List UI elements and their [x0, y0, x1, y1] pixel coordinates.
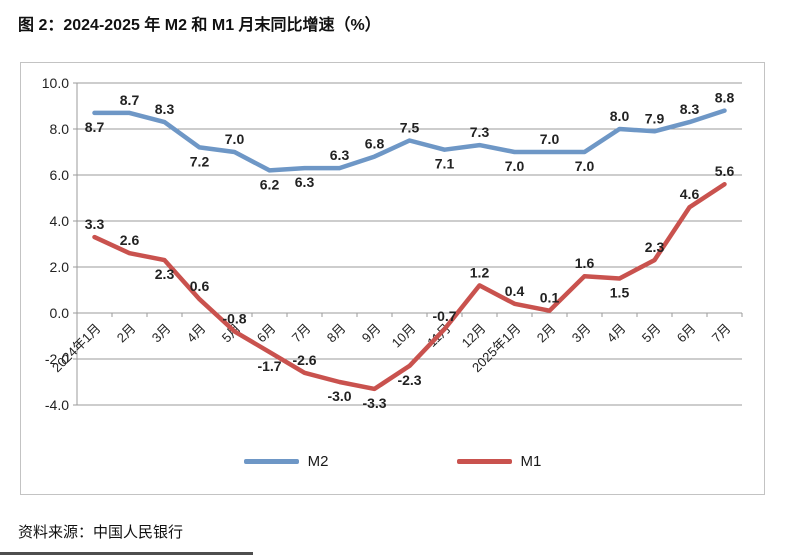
m2-data-label: 8.3: [680, 101, 700, 117]
y-axis-label: 6.0: [50, 167, 70, 183]
x-axis-label: 4月: [604, 321, 629, 346]
x-axis-label: 8月: [324, 321, 349, 346]
m2-data-label: 6.2: [260, 176, 280, 192]
bottom-divider: [0, 552, 253, 555]
m1-data-label: -2.6: [292, 352, 316, 368]
y-axis-label: -2.0: [45, 351, 69, 367]
m2-data-label: 6.3: [330, 147, 350, 163]
y-axis-label: 0.0: [50, 305, 70, 321]
m1-data-label: -3.0: [327, 388, 351, 404]
x-axis-label: 2月: [534, 321, 559, 346]
x-axis-label: 7月: [289, 321, 314, 346]
x-axis-label: 9月: [359, 321, 384, 346]
m2-data-label: 7.0: [225, 131, 245, 147]
figure-title: 图 2：2024-2025 年 M2 和 M1 月末同比增速（%）: [18, 17, 381, 34]
y-axis-label: 10.0: [42, 75, 69, 91]
x-axis-label: 7月: [709, 321, 734, 346]
x-axis-label: 4月: [184, 321, 209, 346]
m2-line-swatch-icon: [243, 459, 299, 464]
legend-label-m2: M2: [307, 453, 329, 470]
m2-series-line: [92, 108, 727, 173]
m1-data-label: -1.7: [257, 358, 281, 374]
m2-data-label: 7.2: [190, 153, 210, 169]
legend-item-m1: M1: [456, 453, 542, 470]
m2-data-label: 8.7: [120, 92, 140, 108]
m1-data-label: -2.3: [397, 372, 421, 388]
m1-data-label: 1.6: [575, 255, 595, 271]
x-axis-label: 2024年1月: [49, 321, 104, 376]
legend-item-m2: M2: [243, 453, 329, 470]
y-axis-label: 2.0: [50, 259, 70, 275]
source-note: 资料来源：中国人民银行: [18, 524, 184, 541]
y-axis-label: 8.0: [50, 121, 70, 137]
m1-data-label: 3.3: [85, 216, 105, 232]
legend-label-m1: M1: [520, 453, 542, 470]
x-axis-label: 3月: [569, 321, 594, 346]
m2-data-label: 7.1: [435, 156, 455, 172]
m1-data-label: 4.6: [680, 186, 700, 202]
m2-data-label: 6.8: [365, 136, 385, 152]
m2-data-label: 7.0: [540, 131, 560, 147]
m2-data-label: 8.8: [715, 90, 735, 106]
m1-line-swatch-icon: [456, 459, 512, 464]
x-axis-label: 5月: [639, 321, 664, 346]
x-axis-label: 3月: [149, 321, 174, 346]
m2-data-label: 7.5: [400, 120, 420, 136]
m1-data-label: -0.8: [222, 310, 246, 326]
x-axis-label: 2月: [114, 321, 139, 346]
line-chart: 10.0 8.0 6.0 4.0 2.0 0.0 -2.0 -4.0 2024年1月 2月 3月 4月…: [42, 75, 743, 413]
m1-data-label: 2.3: [645, 239, 665, 255]
m2-data-label: 8.0: [610, 108, 630, 124]
m1-data-label: -3.3: [362, 395, 386, 411]
m2-data-label: 7.0: [505, 158, 525, 174]
m2-data-label: 7.3: [470, 124, 490, 140]
m1-data-label: 1.5: [610, 285, 630, 301]
x-axis-label: 10月: [389, 321, 419, 351]
m1-data-label: 0.1: [540, 290, 560, 306]
m1-data-label: 0.6: [190, 278, 210, 294]
m1-data-label: 0.4: [505, 283, 525, 299]
x-axis-label: 6月: [254, 321, 279, 346]
m2-data-label: 8.3: [155, 101, 175, 117]
x-axis-label: 6月: [674, 321, 699, 346]
y-axis-label: 4.0: [50, 213, 70, 229]
m1-data-label: 2.3: [155, 266, 175, 282]
m2-data-label: 7.0: [575, 158, 595, 174]
m2-data-label: 7.9: [645, 110, 665, 126]
m1-data-label: -0.7: [432, 308, 456, 324]
m1-data-label: 5.6: [715, 163, 735, 179]
chart-panel: 10.0 8.0 6.0 4.0 2.0 0.0 -2.0 -4.0 2024年1月 2月 3月 4月…: [20, 62, 765, 495]
y-axis-label: -4.0: [45, 397, 69, 413]
m1-data-label: 2.6: [120, 232, 140, 248]
chart-legend: M2 M1: [21, 453, 764, 470]
m2-data-label: 6.3: [295, 174, 315, 190]
m1-data-label: 1.2: [470, 264, 490, 280]
m2-data-label: 8.7: [85, 119, 105, 135]
x-axis-label: 12月: [459, 321, 489, 351]
m1-series-line: [92, 181, 727, 392]
